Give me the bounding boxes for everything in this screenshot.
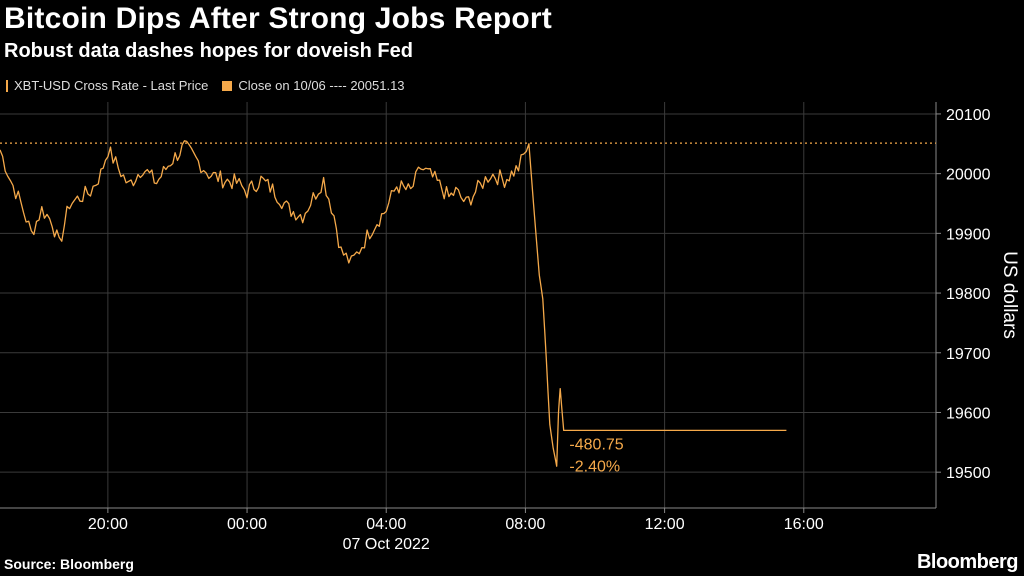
y-tick-label: 19600	[946, 405, 991, 422]
bloomberg-logo: Bloomberg	[916, 551, 1019, 573]
x-date-label: 07 Oct 2022	[343, 536, 430, 553]
x-tick-label: 08:00	[505, 516, 545, 533]
x-tick-label: 20:00	[88, 516, 128, 533]
change-annotation: -2.40%	[569, 458, 620, 475]
box-swatch-icon	[222, 80, 233, 91]
change-annotation: -480.75	[569, 436, 623, 453]
source-note: Source: Bloomberg	[4, 556, 134, 572]
legend-item-series: XBT-USD Cross Rate - Last Price	[6, 78, 208, 93]
legend-reference-label: Close on 10/06 ---- 20051.13	[238, 78, 405, 93]
chart-title: Bitcoin Dips After Strong Jobs Report	[4, 2, 552, 35]
y-tick-label: 20000	[946, 167, 991, 184]
y-tick-label: 20100	[946, 107, 991, 124]
y-axis-title: US dollars	[999, 251, 1020, 339]
legend-series-label: XBT-USD Cross Rate - Last Price	[14, 78, 209, 93]
y-tick-label: 19700	[946, 346, 991, 363]
legend: XBT-USD Cross Rate - Last Price Close on…	[6, 78, 419, 93]
line-swatch-icon	[6, 79, 8, 92]
legend-item-reference: Close on 10/06 ---- 20051.13	[222, 78, 405, 93]
series-line	[0, 140, 787, 467]
x-tick-label: 12:00	[645, 516, 685, 533]
y-tick-label: 19900	[946, 226, 991, 243]
x-tick-label: 04:00	[366, 516, 406, 533]
chart-subtitle: Robust data dashes hopes for doveish Fed	[4, 40, 413, 62]
y-tick-label: 19500	[946, 465, 991, 482]
x-tick-label: 00:00	[227, 516, 267, 533]
y-tick-label: 19800	[946, 286, 991, 303]
x-tick-label: 16:00	[784, 516, 824, 533]
